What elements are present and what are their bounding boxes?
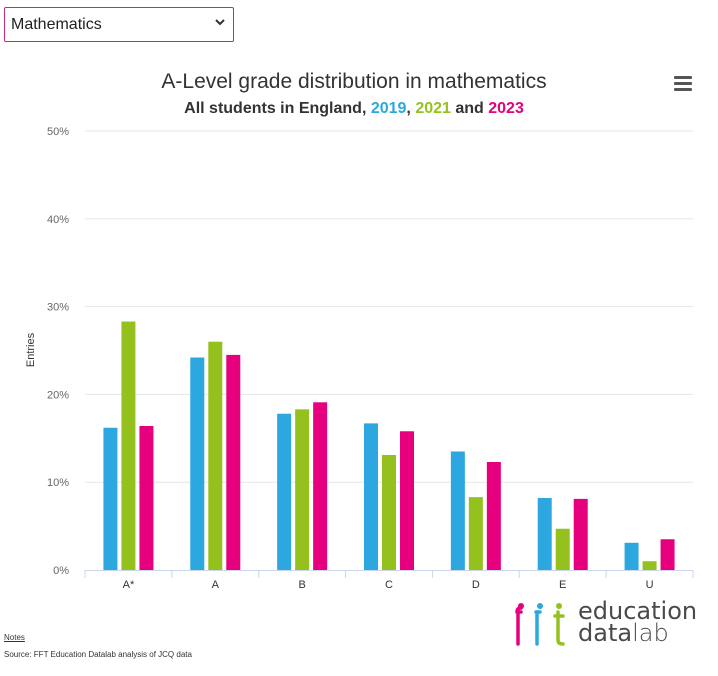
x-tick-label: A [212,579,220,591]
subtitle-sep-1: , [406,100,415,117]
x-tick-label: B [298,579,305,591]
y-tick-label: 0% [53,565,69,577]
y-tick-label: 20% [47,389,69,401]
bar-2023-Astar[interactable] [139,426,154,570]
fft-education-datalab-logo: education datalab [512,597,712,652]
logo-line-education: education [578,597,698,625]
bar-2019-B[interactable] [277,413,292,570]
bar-2021-D[interactable] [468,497,483,570]
hamburger-menu-icon[interactable] [674,76,692,92]
bar-2021-Astar[interactable] [121,321,136,570]
bar-2023-D[interactable] [486,462,501,570]
x-tick-label: U [646,579,654,591]
y-tick-label: 10% [47,477,69,489]
x-tick-label: C [385,579,393,591]
subtitle-year-2021: 2021 [415,100,451,117]
x-tick-label: E [559,579,566,591]
fft-logo-mark [515,603,565,646]
logo-text: education datalab [578,597,698,647]
x-tick-label: D [472,579,480,591]
bar-2019-C[interactable] [364,423,378,570]
notes-link[interactable]: Notes [4,633,25,642]
subtitle-sep-2: and [451,100,488,117]
bar-2021-C[interactable] [382,454,396,570]
bar-2019-Astar[interactable] [103,427,118,570]
bars-layer [103,321,675,570]
subject-select[interactable]: Mathematics [4,7,234,42]
y-axis-label: Entries [25,332,37,367]
bar-2023-B[interactable] [313,402,328,570]
bar-2021-A[interactable] [208,341,223,570]
bar-2019-D[interactable] [450,451,465,570]
bar-2023-C[interactable] [400,431,414,570]
chevron-down-icon [215,19,225,26]
subtitle-prefix: All students in England, [184,100,371,117]
x-axis: A* A B C D E U [84,570,694,591]
logo-word-data: data [578,619,633,647]
subtitle-year-2019: 2019 [371,100,407,117]
chart-title: A-Level grade distribution in mathematic… [161,70,546,93]
subject-select-value: Mathematics [11,16,102,33]
y-tick-label: 40% [47,214,69,226]
x-tick-label: A* [123,579,135,591]
bar-2021-B[interactable] [295,409,310,570]
bar-2019-E[interactable] [537,498,552,570]
bar-2021-U[interactable] [642,561,657,570]
y-tick-label: 30% [47,302,69,314]
logo-line-datalab: datalab [578,619,697,647]
logo-word-lab: lab [632,619,669,647]
bar-2019-U[interactable] [624,542,639,570]
bar-2021-E[interactable] [555,528,570,570]
bar-2023-A[interactable] [226,354,241,570]
subtitle-year-2023: 2023 [488,100,524,117]
bar-2023-E[interactable] [573,498,588,570]
bar-2023-U[interactable] [660,539,675,570]
bar-2019-A[interactable] [190,357,205,570]
chart-subtitle: All students in England, 2019, 2021 and … [184,100,524,117]
y-tick-label: 50% [47,126,69,138]
source-text: Source: FFT Education Datalab analysis o… [4,650,192,659]
